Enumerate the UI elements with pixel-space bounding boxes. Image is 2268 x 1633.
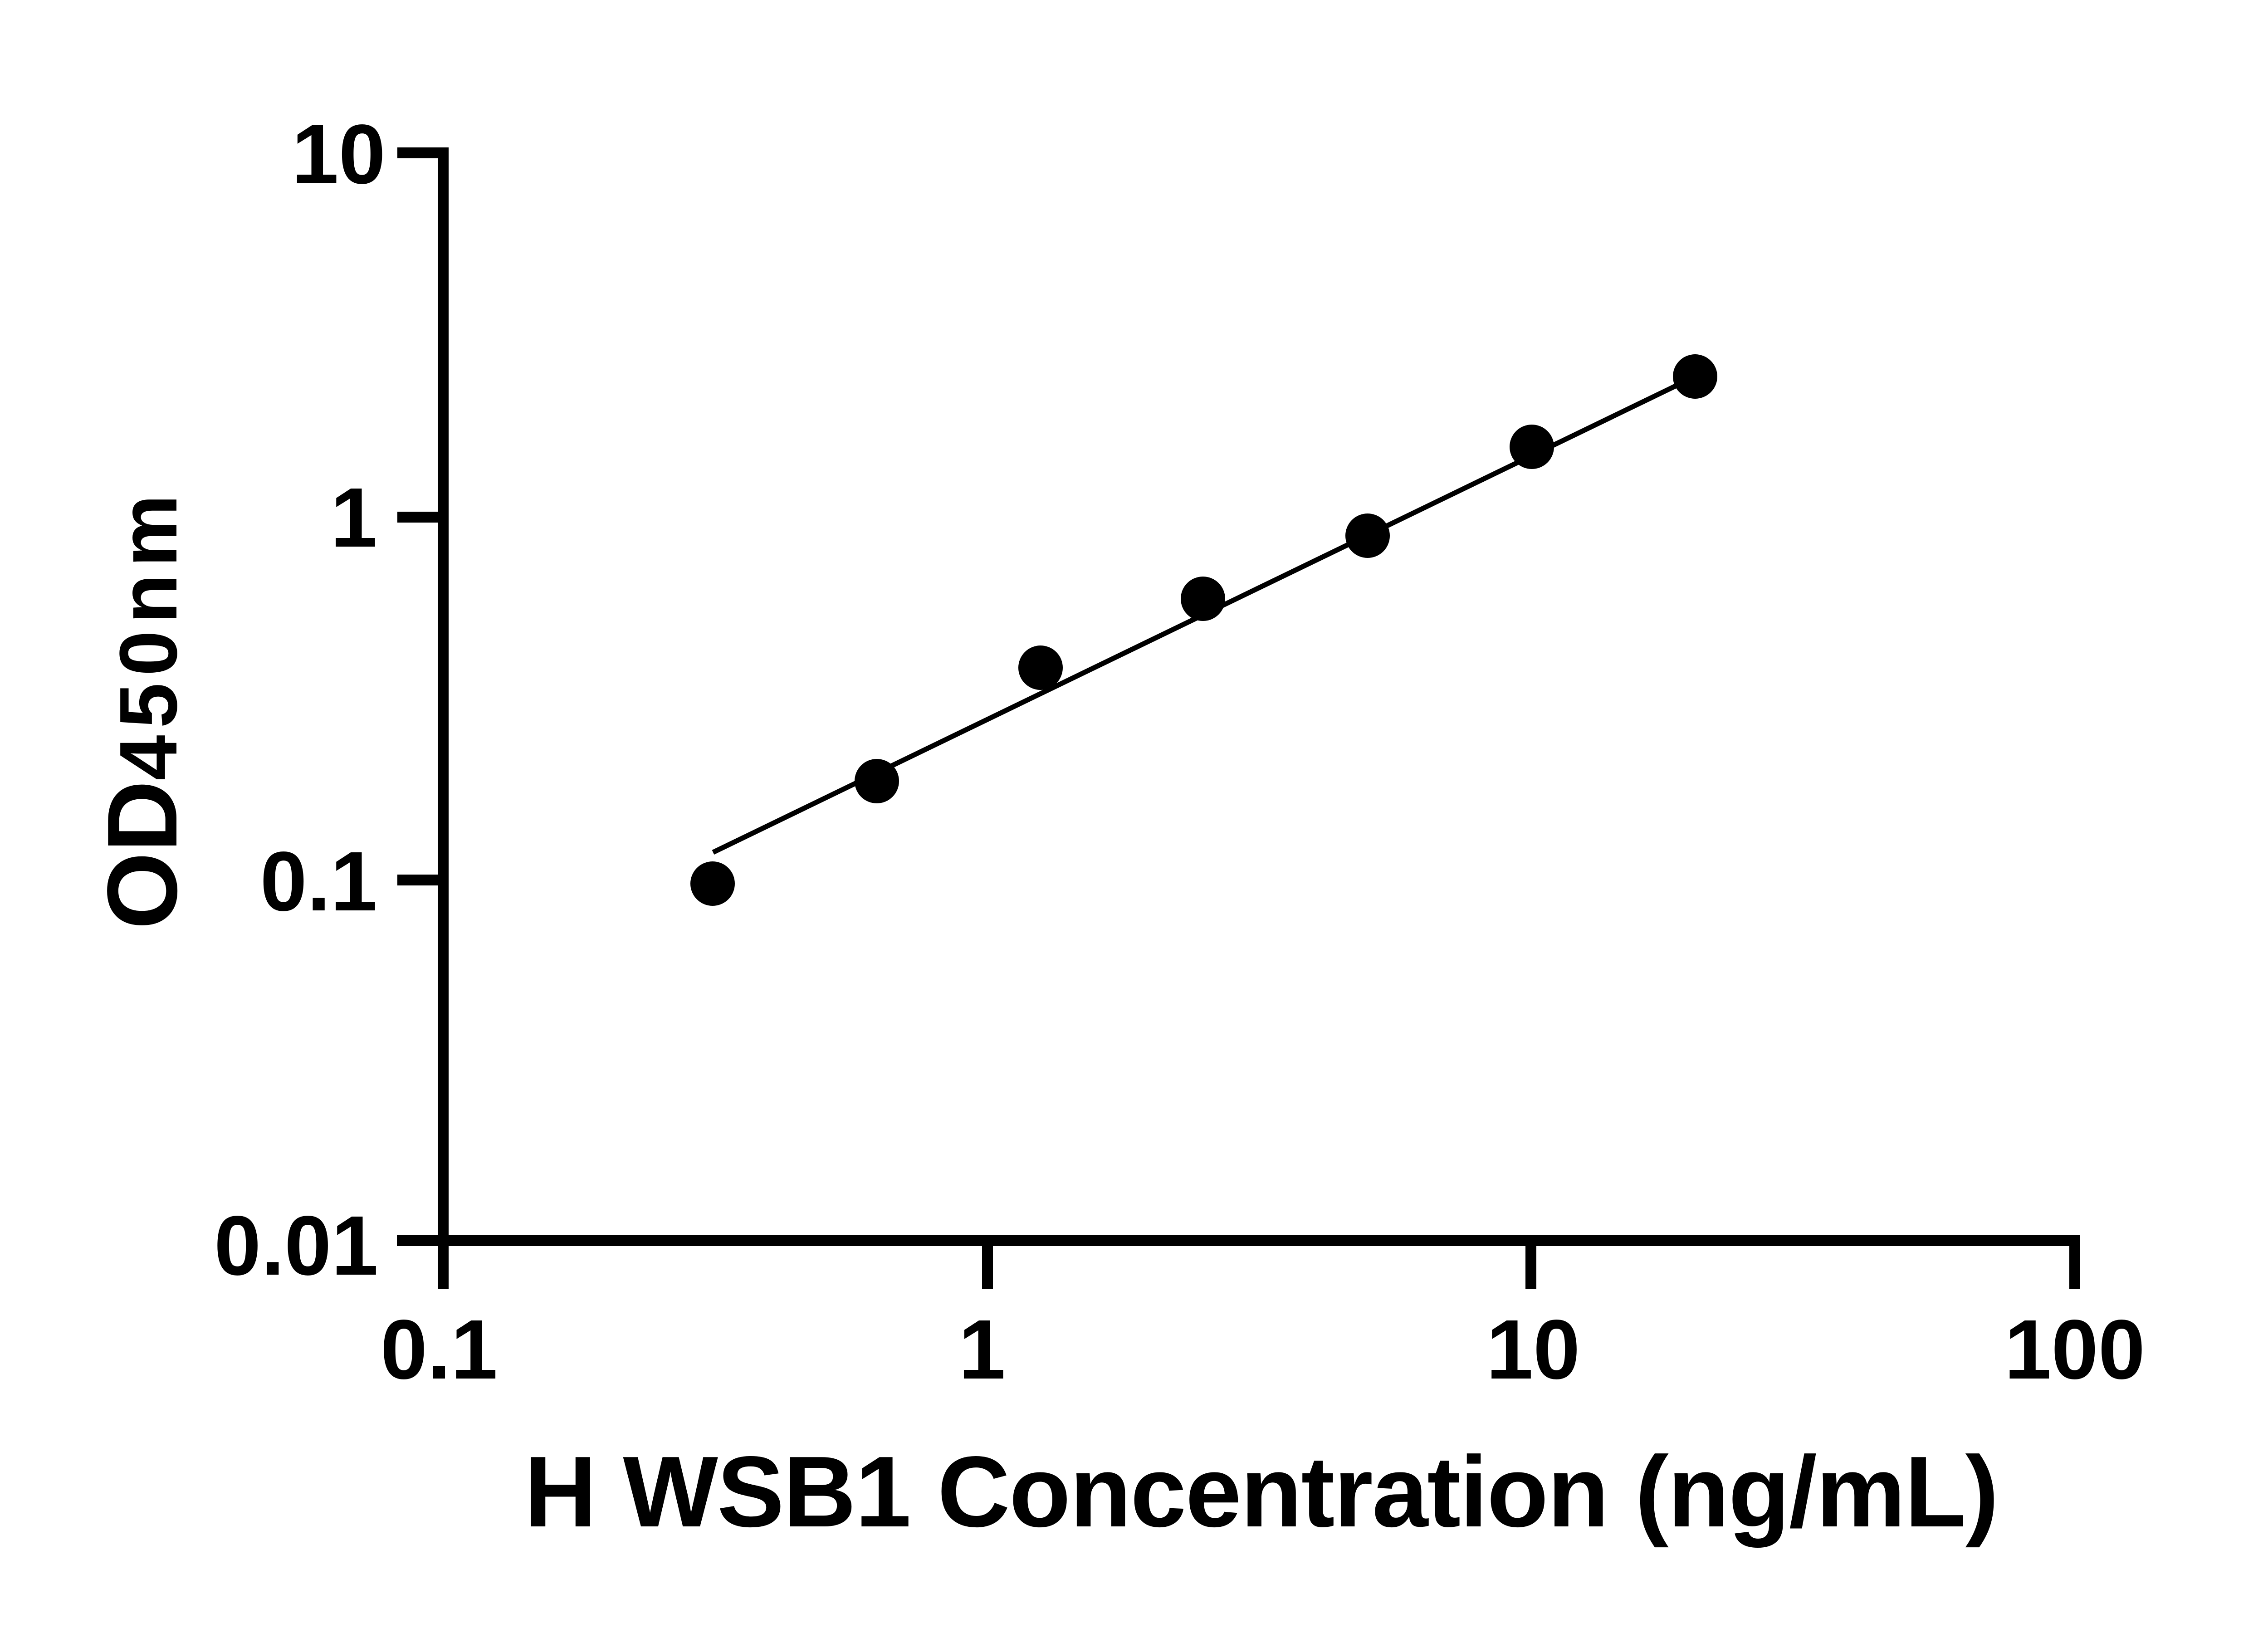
svg-text:10: 10 xyxy=(292,108,386,201)
svg-text:0.1: 0.1 xyxy=(260,835,377,929)
svg-text:OD450nm: OD450nm xyxy=(87,488,198,929)
svg-text:H WSB1 Concentration (ng/mL): H WSB1 Concentration (ng/mL) xyxy=(524,1436,1998,1548)
svg-text:1: 1 xyxy=(958,1303,1005,1397)
svg-text:100: 100 xyxy=(2004,1303,2145,1397)
svg-text:1: 1 xyxy=(331,471,377,565)
svg-text:0.01: 0.01 xyxy=(214,1199,378,1293)
svg-text:10: 10 xyxy=(1486,1303,1580,1397)
svg-text:0.1: 0.1 xyxy=(381,1303,498,1397)
